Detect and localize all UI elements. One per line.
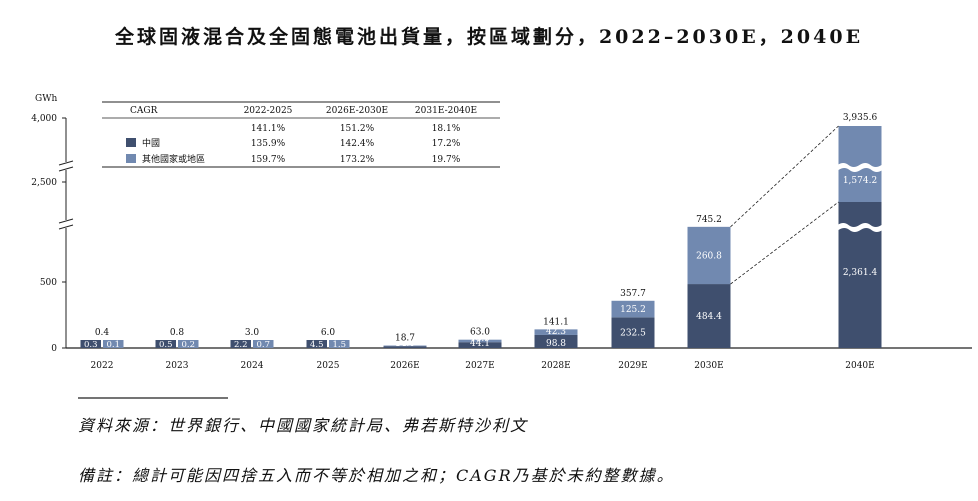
table-cell: 151.2% [340, 124, 375, 134]
axis-break-gap [58, 162, 74, 170]
bar-segment-china [80, 340, 101, 348]
bar-segment-china [687, 284, 731, 348]
x-tick-label: 2029E [618, 361, 647, 371]
bar-label-china: 98.8 [546, 339, 566, 349]
bar-segment-china [230, 340, 251, 348]
x-tick-label: 2026E [390, 361, 419, 371]
axis-break-mark [58, 218, 74, 224]
bar-label-china: 44.1 [470, 339, 490, 349]
y-tick-label: 4,000 [31, 114, 57, 124]
bar-label-china: 0.3 [84, 340, 98, 350]
bar-segment-other [611, 300, 655, 318]
y-tick-label: 500 [40, 278, 57, 288]
bar-segment-other [383, 345, 427, 347]
bar-label-china: 484.4 [696, 312, 722, 322]
legend-label: 其他國家或地區 [142, 153, 205, 165]
axis-break-mark [58, 166, 74, 172]
bar-label-other: 4.7 [398, 338, 413, 348]
bar-label-other: 1,574.2 [843, 176, 877, 186]
table-cell: 173.2% [340, 155, 375, 165]
table-cell: 17.2% [432, 139, 461, 149]
bar-segment-other [178, 340, 199, 348]
bar-segment-china [611, 317, 655, 348]
source-note: 資料來源：世界銀行、中國國家統計局、弗若斯特沙利文 [78, 416, 529, 435]
bar-segment-other [103, 340, 124, 348]
chart-title: 全球固液混合及全固態電池出貨量，按區域劃分，2022–2030E，2040E [114, 26, 864, 48]
x-tick-label: 2022 [91, 361, 114, 371]
legend-swatch [126, 154, 136, 163]
axis-break-mark [58, 160, 74, 166]
bar-label-other: 42.3 [546, 327, 566, 337]
bar-label-china: 232.5 [620, 329, 646, 339]
x-tick-label: 2027E [465, 361, 494, 371]
x-tick-label: 2030E [694, 361, 723, 371]
bar-label-other: 125.2 [620, 305, 646, 315]
bar-total-label: 3,935.6 [843, 113, 878, 123]
bar-total-label: 141.1 [543, 317, 569, 327]
bar-label-other: 0.7 [256, 340, 270, 350]
bar-segment-other [687, 226, 731, 285]
bar-break-wave [837, 163, 883, 172]
legend-label: 中國 [142, 137, 160, 149]
table-cell: 141.1% [251, 124, 286, 134]
bar-total-label: 357.7 [620, 289, 646, 299]
y-axis-unit: GWh [35, 94, 57, 104]
y-tick-label: 0 [51, 344, 57, 354]
x-tick-label: 2025 [317, 361, 340, 371]
bar-total-label: 745.2 [696, 215, 722, 225]
bar-label-other: 260.8 [696, 251, 722, 261]
table-header-period: 2022-2025 [244, 106, 293, 116]
bar-segment-other [253, 340, 274, 348]
bar-label-other: 18.9 [470, 334, 490, 344]
table-cell: 142.4% [340, 139, 375, 149]
bar-label-other: 0.2 [181, 340, 195, 350]
bar-segment-other [838, 168, 882, 202]
bar-total-label: 63.0 [470, 328, 490, 338]
bar-segment-china [155, 340, 176, 348]
table-cell: 135.9% [251, 139, 286, 149]
x-tick-label: 2024 [241, 361, 264, 371]
bar-label-china: 4.5 [310, 340, 324, 350]
bar-segment-china [383, 346, 427, 348]
table-cell: 19.7% [432, 155, 461, 165]
y-tick-label: 2,500 [31, 178, 57, 188]
bar-total-label: 18.7 [395, 334, 415, 344]
bar-total-label: 0.4 [95, 328, 110, 338]
table-header-cagr: CAGR [130, 106, 158, 116]
remark-note: 備註：總計可能因四捨五入而不等於相加之和；CAGR乃基於未約整數據。 [78, 466, 675, 485]
table-cell: 18.1% [432, 124, 461, 134]
table-header-period: 2031E-2040E [415, 106, 477, 116]
bar-total-label: 6.0 [321, 328, 336, 338]
bar-label-china: 2.2 [234, 340, 248, 350]
axis-break-gap [58, 220, 74, 228]
x-tick-label: 2023 [166, 361, 189, 371]
bar-total-label: 3.0 [245, 328, 260, 338]
table-cell: 159.7% [251, 155, 286, 165]
bar-segment-other [458, 339, 502, 343]
x-tick-label: 2028E [541, 361, 570, 371]
bar-total-label: 0.8 [170, 328, 185, 338]
bar-label-other: 0.1 [106, 340, 120, 350]
bar-label-other: 1.5 [332, 340, 346, 350]
bar-segment-other [534, 329, 578, 335]
bar-label-china: 14.0 [395, 339, 415, 349]
bar-segment-other [329, 340, 350, 348]
bar-segment-china [306, 340, 327, 348]
legend-swatch [126, 138, 136, 147]
bar-break-wave [837, 223, 883, 232]
x-tick-label: 2040E [845, 361, 874, 371]
bar-segment-china [458, 342, 502, 348]
connector-dashed-line [730, 125, 839, 228]
connector-dashed-line [730, 201, 839, 285]
bar-label-china: 2,361.4 [843, 268, 878, 278]
table-header-period: 2026E-2030E [326, 106, 388, 116]
bar-label-china: 0.5 [159, 340, 173, 350]
bar-segment-other [838, 126, 882, 168]
axis-break-mark [58, 224, 74, 230]
bar-segment-china [534, 334, 578, 348]
